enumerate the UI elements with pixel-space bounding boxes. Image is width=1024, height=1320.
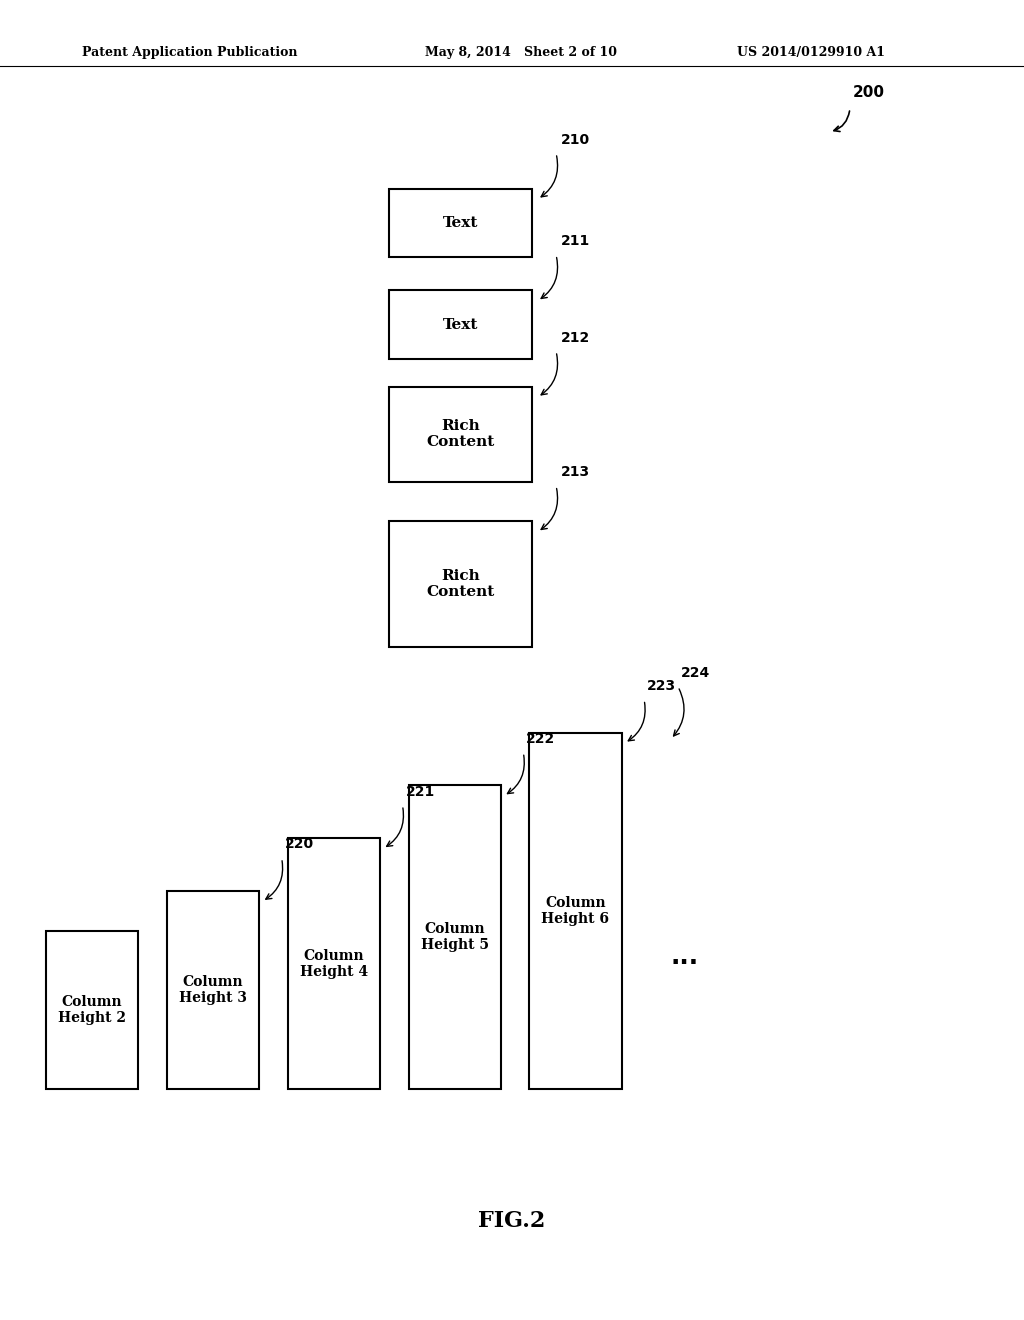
- Text: 220: 220: [285, 837, 313, 851]
- Text: 223: 223: [647, 678, 676, 693]
- FancyBboxPatch shape: [389, 387, 532, 482]
- Text: 222: 222: [526, 731, 556, 746]
- FancyBboxPatch shape: [409, 785, 501, 1089]
- Text: Patent Application Publication: Patent Application Publication: [82, 46, 297, 59]
- Text: Column
Height 2: Column Height 2: [58, 995, 126, 1024]
- Text: Column
Height 3: Column Height 3: [179, 975, 247, 1005]
- Text: 210: 210: [561, 132, 590, 147]
- FancyBboxPatch shape: [529, 733, 622, 1089]
- FancyBboxPatch shape: [288, 838, 380, 1089]
- FancyBboxPatch shape: [389, 521, 532, 647]
- Text: 200: 200: [853, 86, 885, 100]
- FancyBboxPatch shape: [46, 931, 138, 1089]
- Text: 211: 211: [561, 234, 591, 248]
- FancyBboxPatch shape: [389, 189, 532, 257]
- Text: 213: 213: [561, 465, 590, 479]
- Text: FIG.2: FIG.2: [478, 1210, 546, 1232]
- Text: Text: Text: [443, 318, 478, 331]
- Text: Column
Height 5: Column Height 5: [421, 923, 488, 952]
- Text: Rich
Content: Rich Content: [427, 569, 495, 599]
- FancyBboxPatch shape: [167, 891, 259, 1089]
- Text: 224: 224: [681, 665, 711, 680]
- Text: Column
Height 6: Column Height 6: [542, 896, 609, 925]
- Text: US 2014/0129910 A1: US 2014/0129910 A1: [737, 46, 886, 59]
- Text: 212: 212: [561, 330, 591, 345]
- Text: Rich
Content: Rich Content: [427, 420, 495, 449]
- Text: ...: ...: [671, 945, 698, 969]
- Text: May 8, 2014   Sheet 2 of 10: May 8, 2014 Sheet 2 of 10: [425, 46, 616, 59]
- Text: Text: Text: [443, 216, 478, 230]
- Text: Column
Height 4: Column Height 4: [300, 949, 368, 978]
- Text: 221: 221: [406, 784, 435, 799]
- FancyBboxPatch shape: [389, 290, 532, 359]
